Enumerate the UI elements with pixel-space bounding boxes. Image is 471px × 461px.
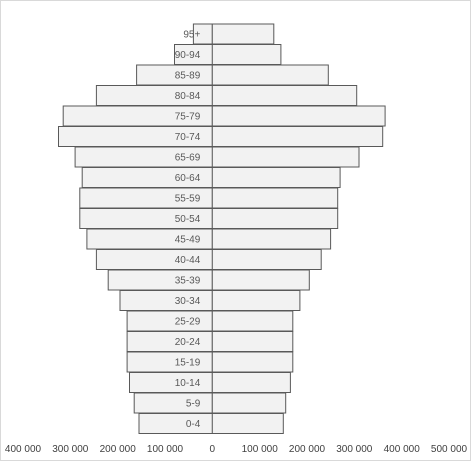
bar-right-40-44: [211, 249, 322, 270]
x-tick-label: 400 000: [384, 444, 421, 455]
category-label: 75-79: [175, 112, 201, 123]
x-tick-label: 0: [210, 444, 216, 455]
x-tick-label: 200 000: [289, 444, 326, 455]
bar-right-85-89: [211, 64, 329, 86]
category-label: 35-39: [175, 276, 201, 287]
x-tick-label: 300 000: [52, 444, 89, 455]
bar-right-35-39: [211, 269, 310, 291]
bar-right-95+: [211, 23, 275, 45]
bar-right-65-69: [211, 146, 360, 168]
category-label: 25-29: [175, 317, 201, 328]
category-label: 15-19: [175, 358, 201, 369]
bar-right-5-9: [211, 392, 287, 414]
category-label: 45-49: [175, 235, 201, 246]
bar-right-90-94: [211, 44, 282, 65]
x-tick-label: 200 000: [100, 444, 137, 455]
bar-right-55-59: [211, 187, 339, 209]
bar-left-0-4: [138, 413, 213, 434]
category-label: 20-24: [175, 337, 201, 348]
category-label: 40-44: [175, 255, 201, 266]
bar-right-0-4: [211, 413, 284, 434]
category-label: 5-9: [186, 399, 201, 410]
category-label: 10-14: [175, 378, 201, 389]
x-tick-label: 300 000: [336, 444, 373, 455]
bar-right-15-19: [211, 351, 294, 373]
bar-right-75-79: [211, 105, 386, 127]
bar-right-70-74: [211, 126, 384, 147]
x-tick-label: 400 000: [5, 444, 42, 455]
x-tick-label: 100 000: [242, 444, 279, 455]
category-label: 80-84: [175, 91, 201, 102]
category-label: 95+: [183, 30, 200, 41]
category-label: 90-94: [175, 50, 201, 61]
category-label: 55-59: [175, 194, 201, 205]
category-label: 50-54: [175, 214, 201, 225]
category-label: 30-34: [175, 296, 201, 307]
category-label: 70-74: [175, 132, 201, 143]
x-tick-label: 100 000: [147, 444, 184, 455]
bar-right-45-49: [211, 228, 332, 250]
bar-left-5-9: [133, 392, 213, 414]
category-label: 65-69: [175, 153, 201, 164]
bar-right-25-29: [211, 310, 294, 332]
bar-right-10-14: [211, 372, 291, 393]
bar-right-80-84: [211, 85, 358, 106]
bar-right-30-34: [211, 290, 301, 311]
category-label: 85-89: [175, 71, 201, 82]
bar-right-60-64: [211, 167, 341, 188]
category-label: 60-64: [175, 173, 201, 184]
x-tick-label: 500 000: [431, 444, 468, 455]
bar-right-50-54: [211, 208, 339, 229]
bar-right-20-24: [211, 331, 294, 352]
category-label: 0-4: [186, 419, 201, 430]
